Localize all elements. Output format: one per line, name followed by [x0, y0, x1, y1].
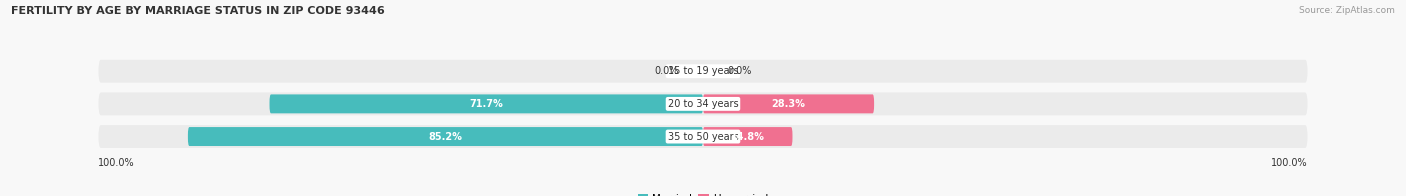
Text: 100.0%: 100.0% [98, 158, 135, 168]
Text: 0.0%: 0.0% [727, 66, 752, 76]
FancyBboxPatch shape [703, 94, 875, 113]
FancyBboxPatch shape [98, 93, 1308, 115]
Text: 0.0%: 0.0% [654, 66, 679, 76]
FancyBboxPatch shape [270, 94, 703, 113]
Text: 85.2%: 85.2% [429, 132, 463, 142]
Text: 100.0%: 100.0% [1271, 158, 1308, 168]
FancyBboxPatch shape [98, 60, 1308, 83]
Text: 15 to 19 years: 15 to 19 years [668, 66, 738, 76]
Text: 14.8%: 14.8% [731, 132, 765, 142]
FancyBboxPatch shape [703, 127, 793, 146]
FancyBboxPatch shape [98, 125, 1308, 148]
Text: 20 to 34 years: 20 to 34 years [668, 99, 738, 109]
Text: FERTILITY BY AGE BY MARRIAGE STATUS IN ZIP CODE 93446: FERTILITY BY AGE BY MARRIAGE STATUS IN Z… [11, 6, 385, 16]
Text: 28.3%: 28.3% [772, 99, 806, 109]
Text: 71.7%: 71.7% [470, 99, 503, 109]
Text: Source: ZipAtlas.com: Source: ZipAtlas.com [1299, 6, 1395, 15]
Text: 35 to 50 years: 35 to 50 years [668, 132, 738, 142]
FancyBboxPatch shape [188, 127, 703, 146]
Legend: Married, Unmarried: Married, Unmarried [634, 190, 772, 196]
